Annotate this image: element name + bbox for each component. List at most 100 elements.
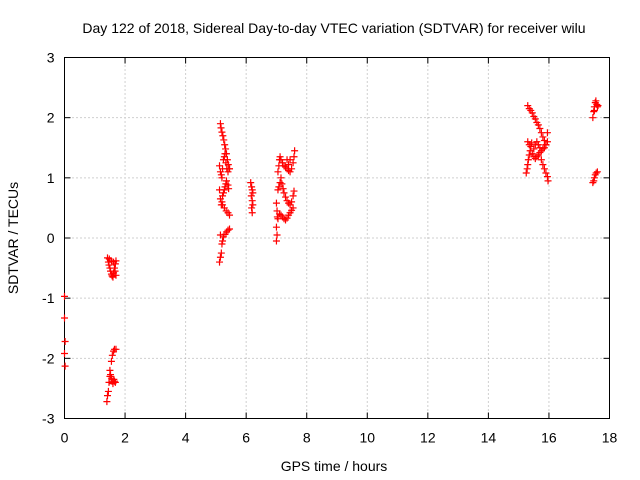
chart-title: Day 122 of 2018, Sidereal Day-to-day VTE…	[82, 20, 585, 36]
data-point	[219, 189, 227, 197]
data-point	[536, 144, 544, 152]
data-point	[106, 366, 114, 374]
data-point	[291, 147, 299, 155]
data-point	[537, 156, 545, 164]
data-point	[286, 156, 294, 164]
data-point	[537, 129, 545, 137]
data-point	[272, 223, 280, 231]
data-point	[590, 106, 598, 114]
data-point	[542, 141, 550, 149]
data-point	[525, 141, 533, 149]
data-point	[534, 141, 542, 149]
x-tick-label: 0	[61, 430, 69, 446]
data-point	[220, 136, 228, 144]
data-point	[280, 189, 288, 197]
data-point	[217, 171, 225, 179]
data-point	[274, 186, 282, 194]
data-point	[524, 102, 532, 110]
data-point	[221, 141, 229, 149]
data-point	[288, 198, 296, 206]
data-point	[218, 198, 226, 206]
data-point	[218, 174, 226, 182]
data-point	[104, 387, 112, 395]
data-point	[222, 177, 230, 185]
data-point	[218, 128, 226, 136]
data-point	[531, 115, 539, 123]
x-tick-label: 4	[182, 430, 190, 446]
data-point	[589, 179, 597, 187]
y-tick-label: 3	[47, 50, 55, 66]
data-point	[289, 192, 297, 200]
x-tick-label: 6	[242, 430, 250, 446]
data-point	[279, 185, 287, 193]
data-point	[217, 249, 225, 257]
y-tick-label: 1	[47, 170, 55, 186]
data-point	[247, 179, 255, 187]
data-point	[540, 165, 548, 173]
data-point	[112, 345, 120, 353]
data-point	[528, 109, 536, 117]
data-point	[279, 159, 286, 167]
data-point	[111, 267, 119, 275]
data-point	[534, 121, 542, 129]
data-point	[61, 292, 68, 300]
data-point	[286, 168, 294, 176]
data-point	[273, 231, 281, 239]
x-tick-label: 10	[359, 430, 375, 446]
data-point	[289, 204, 297, 212]
y-axis-title: SDTVAR / TECUs	[5, 182, 21, 294]
data-point	[248, 183, 256, 191]
data-point	[277, 174, 285, 182]
data-point	[288, 165, 296, 173]
data-point	[280, 162, 288, 170]
x-tick-label: 2	[121, 430, 129, 446]
data-point	[289, 159, 297, 167]
data-point	[592, 97, 600, 105]
data-point	[110, 258, 118, 266]
data-point	[274, 168, 282, 176]
y-tick-label: -3	[42, 411, 55, 427]
data-point	[105, 378, 113, 386]
data-point	[525, 151, 533, 159]
data-point	[103, 392, 111, 400]
data-point	[290, 153, 298, 161]
data-point	[248, 209, 256, 217]
data-point	[218, 240, 226, 248]
data-point	[542, 169, 550, 177]
x-tick-label: 12	[420, 430, 436, 446]
data-point	[286, 201, 294, 209]
data-point	[225, 185, 233, 193]
data-point	[543, 129, 551, 137]
data-point	[524, 156, 532, 164]
data-point	[528, 150, 536, 158]
data-point	[536, 124, 544, 132]
data-point	[216, 120, 224, 128]
data-point	[275, 183, 283, 191]
data-point	[523, 165, 531, 173]
data-point	[533, 138, 541, 146]
data-point	[280, 215, 288, 223]
data-point	[222, 150, 230, 158]
data-point	[224, 181, 232, 189]
data-point	[111, 378, 119, 386]
data-point	[226, 225, 234, 233]
data-point	[61, 314, 68, 322]
data-point	[524, 161, 532, 169]
data-point	[223, 156, 231, 164]
data-point	[220, 186, 228, 194]
data-points	[61, 97, 602, 406]
data-point	[522, 169, 530, 177]
data-point	[290, 187, 298, 195]
data-point	[276, 179, 284, 187]
data-point	[249, 201, 257, 209]
data-point	[112, 271, 120, 279]
data-point	[108, 351, 116, 359]
data-point	[226, 165, 234, 173]
data-point	[274, 215, 282, 223]
data-point	[219, 192, 227, 200]
data-point	[539, 161, 547, 169]
data-point	[539, 145, 547, 153]
data-point	[226, 211, 234, 219]
data-point	[544, 177, 552, 185]
